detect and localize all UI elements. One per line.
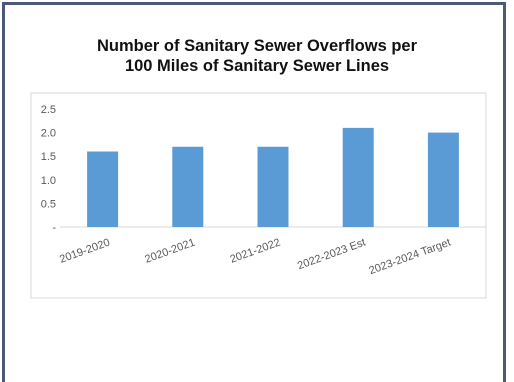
bar-2	[172, 146, 204, 227]
y-tick-label: 2.0	[41, 128, 56, 140]
y-tick-label: 2.5	[41, 104, 56, 116]
y-axis-ticks: - 0.5 1.0 1.5 2.0 2.5	[41, 104, 57, 234]
y-tick-label: 1.0	[41, 175, 56, 187]
bar-3	[257, 146, 289, 227]
chart-title-line-2: 100 Miles of Sanitary Sewer Lines	[124, 57, 390, 75]
y-tick-label: 1.5	[41, 151, 56, 163]
bar-5	[427, 132, 459, 227]
y-tick-label: 0.5	[41, 198, 56, 210]
bar-4	[342, 127, 374, 227]
chart-title-line-1: Number of Sanitary Sewer Overflows per	[96, 37, 418, 55]
bar-chart: -0.51.01.52.02.5 2019-2020 2020-2021 2021-…	[30, 92, 487, 299]
chart-title: Number of Sanitary Sewer Overflows per 1…	[0, 36, 514, 76]
bar-1	[87, 151, 119, 227]
bars	[87, 127, 459, 227]
y-tick-label: -	[52, 222, 56, 234]
